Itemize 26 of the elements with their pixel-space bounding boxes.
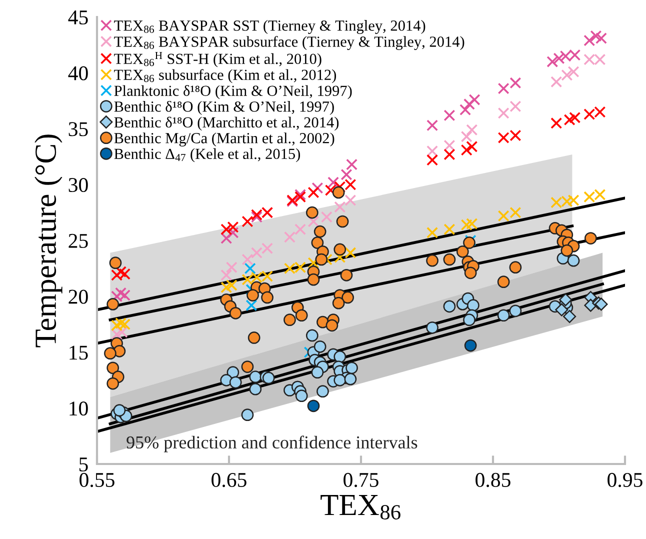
legend-label: TEX$_{86}$$^{H}$ SST-H (Kim et al., 2010) <box>114 52 322 68</box>
legend-label: Planktonic δ¹⁸O (Kim & O’Neil, 1997) <box>114 85 352 100</box>
legend-label: TEX$_{86}$ subsurface (Kim et al., 2012) <box>114 69 336 84</box>
y-tick-label: 40 <box>68 66 88 80</box>
legend-label: Benthic δ¹⁸O (Kim & O’Neil, 1997) <box>114 100 334 115</box>
y-tick-label: 35 <box>68 122 88 136</box>
legend-label: TEX$_{86}$ BAYSPAR SST (Tierney & Tingley, 2014) <box>114 20 426 34</box>
x-tick-label: 0.85 <box>476 472 510 488</box>
y-tick-label: 30 <box>68 178 88 192</box>
x-tick-label: 0.65 <box>212 472 246 488</box>
y-tick-label: 20 <box>68 290 88 304</box>
legend-label: Benthic Δ$_{47}$ (Kele et al., 2015) <box>114 148 300 162</box>
x-tick-label: 0.55 <box>80 472 114 488</box>
legend-label: Benthic δ¹⁸O (Marchitto et al., 2014) <box>114 116 339 131</box>
legend-label: Benthic Mg/Ca (Martin et al., 2002) <box>114 132 334 146</box>
y-axis-title: Temperature (°C) <box>34 134 62 348</box>
y-tick-label: 5 <box>79 458 88 472</box>
x-tick-label: 0.75 <box>344 472 378 488</box>
legend-label: TEX$_{86}$ BAYSPAR subsurface (Tierney & Tingley, 2014) <box>114 36 464 50</box>
x-axis-title: TEX$_{86}$ <box>320 495 400 520</box>
y-tick-label: 25 <box>68 234 88 248</box>
y-tick-label: 10 <box>70 402 88 416</box>
annotation: 95% prediction and confidence intervals <box>126 436 418 452</box>
x-tick-label: 0.95 <box>608 472 642 488</box>
y-tick-label: 15 <box>70 346 88 360</box>
y-tick-label: 45 <box>68 10 88 24</box>
